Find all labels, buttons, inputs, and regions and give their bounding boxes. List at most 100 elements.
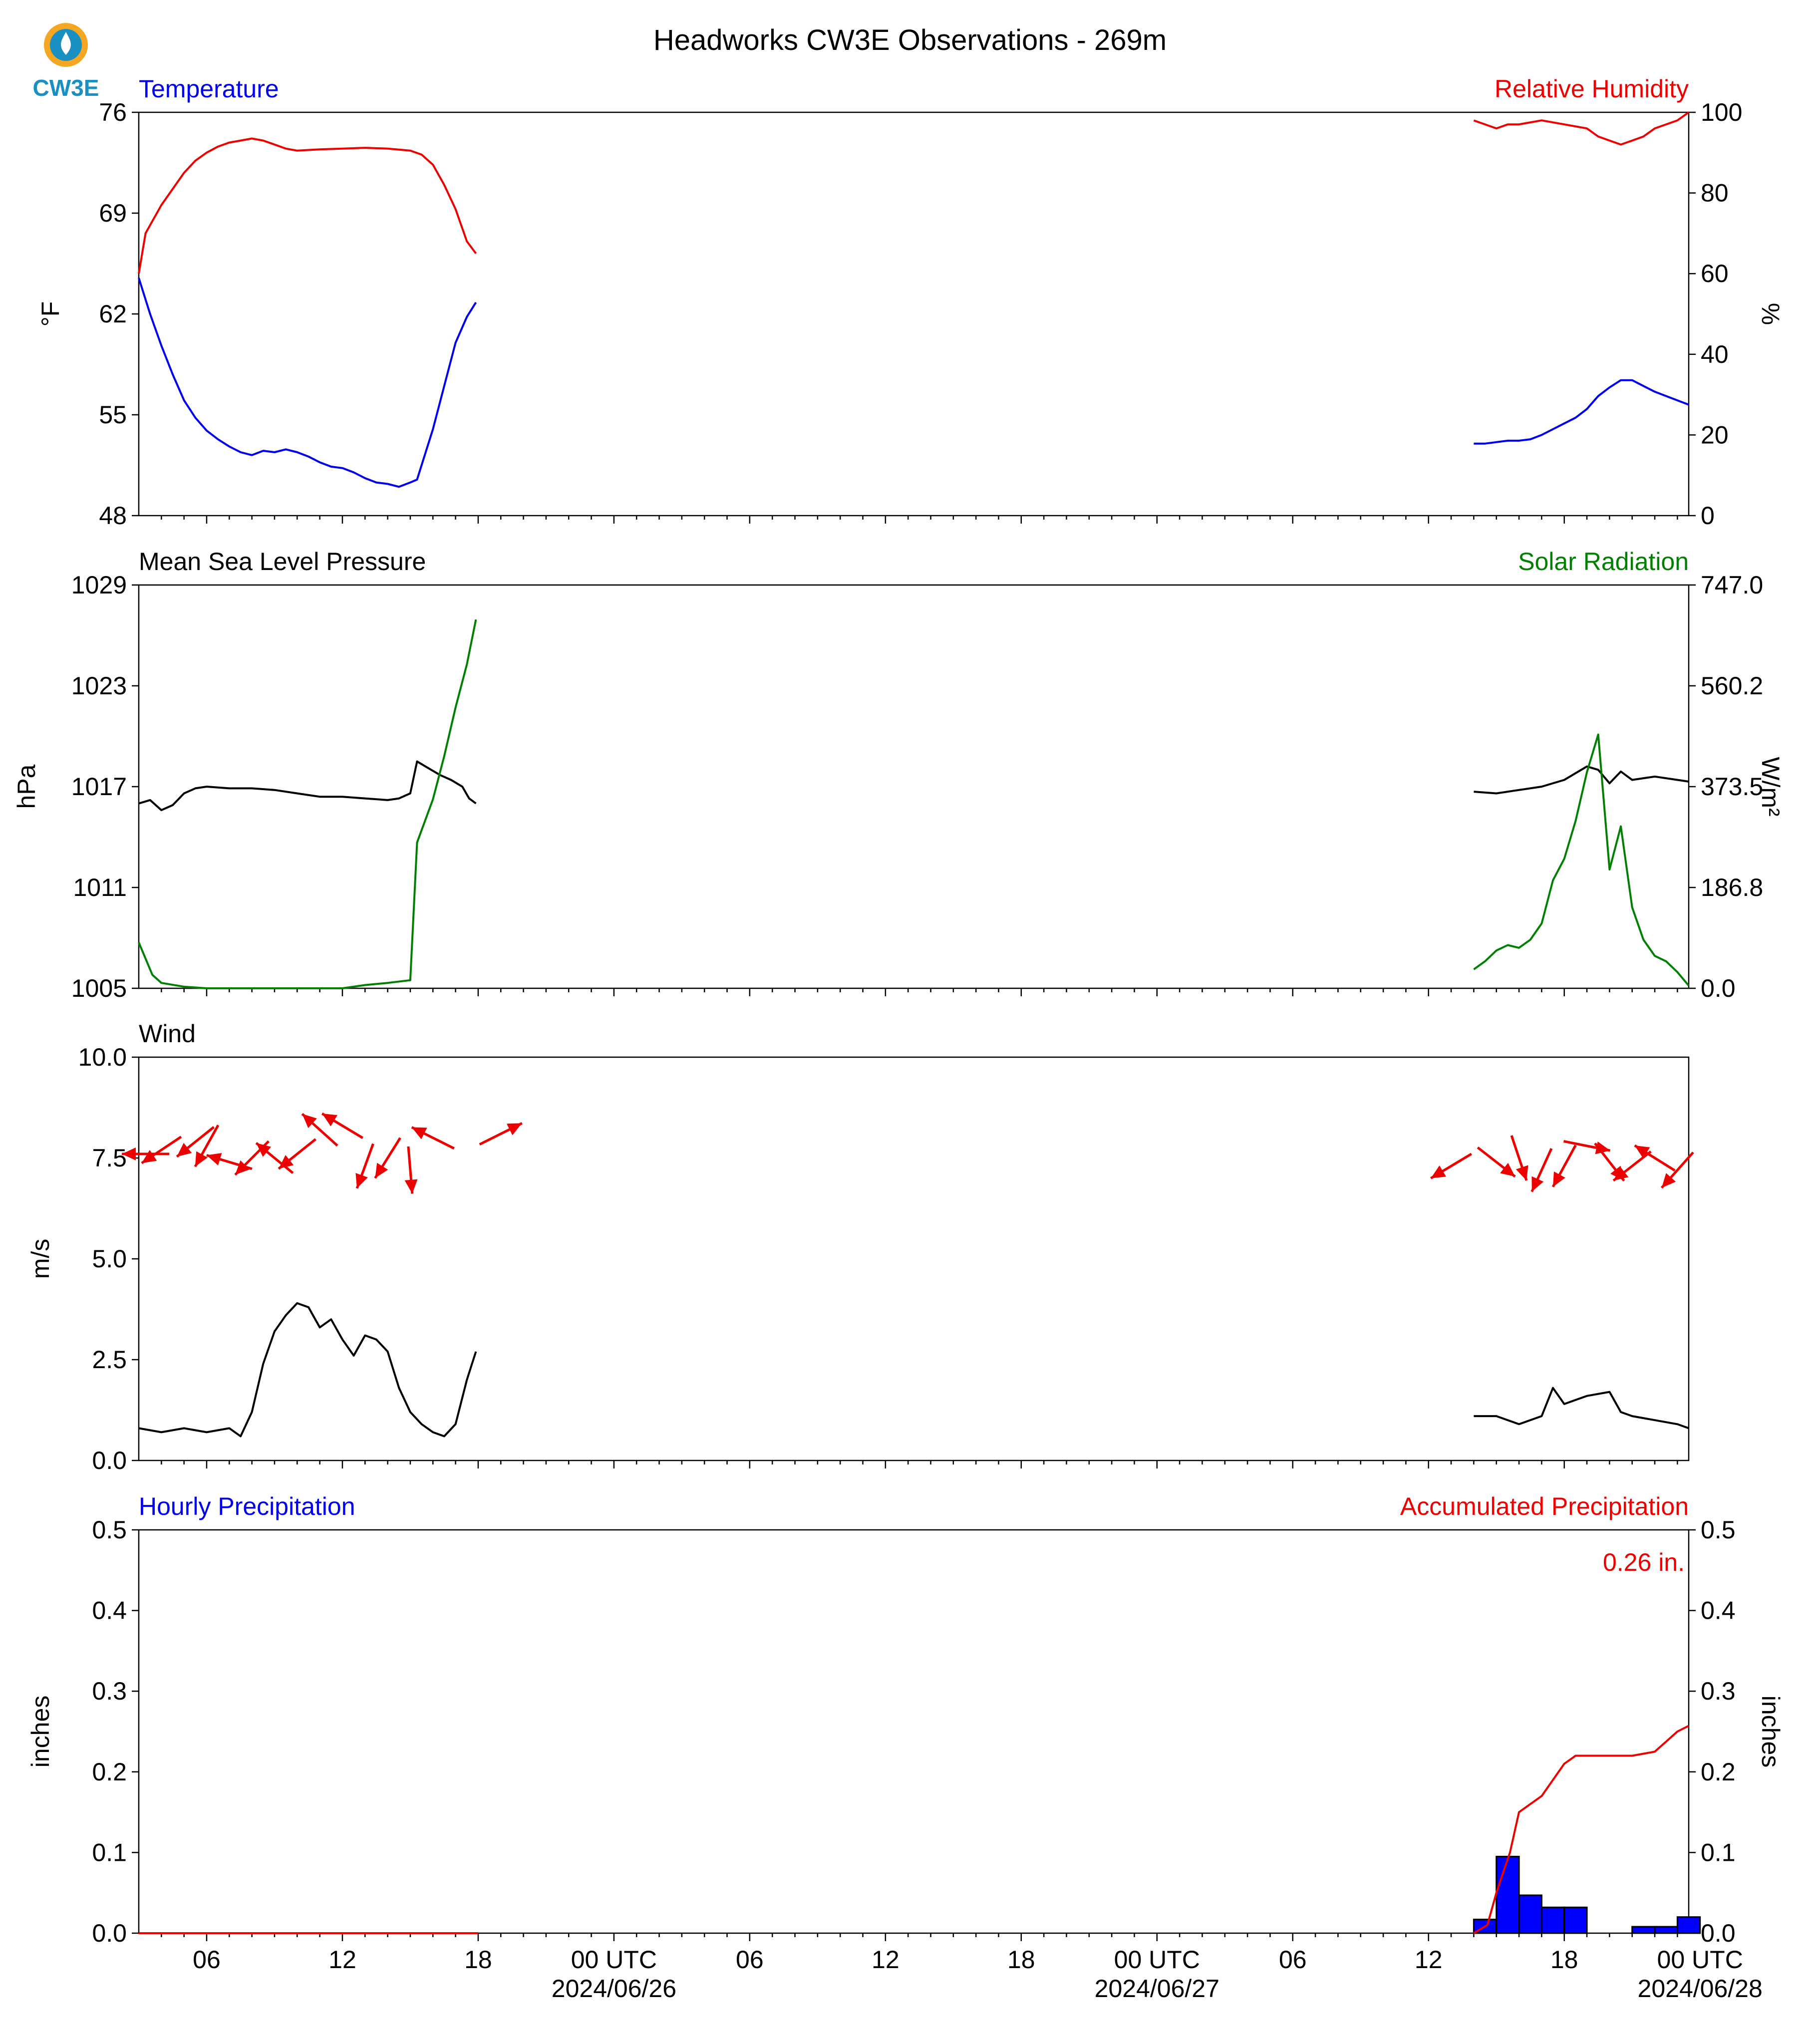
left-tick-label: 2.5 [92, 1346, 127, 1374]
wind-arrow [374, 1137, 401, 1179]
panels: 48 55 62 69 76 0 20 40 60 80 100 Temperature Relativ… [12, 75, 1785, 1947]
right-tick-label: 100 [1701, 98, 1742, 126]
right-tick-label: 60 [1701, 260, 1729, 288]
wind-arrow [194, 1125, 220, 1167]
wind-arrow-head [302, 1114, 317, 1129]
wind-arrow [141, 1136, 182, 1164]
wind-arrow-head [195, 1151, 208, 1167]
right-tick-label: 186.8 [1701, 873, 1763, 901]
time-tick-label: 00 UTC [1114, 1946, 1200, 1974]
left-tick-label: 48 [99, 502, 127, 530]
wind-arrow-head [235, 1160, 250, 1175]
series-line-relative-humidity [1473, 111, 1690, 146]
wind-arrow-head [1552, 1171, 1565, 1187]
right-tick-label: 560.2 [1701, 672, 1763, 700]
wind-arrow [1477, 1146, 1516, 1178]
right-axis-label: inches [1757, 1696, 1785, 1768]
left-axis-label: °F [36, 301, 64, 327]
wind-arrow [404, 1146, 418, 1194]
left-panel-title: Wind [139, 1020, 196, 1048]
panel-1: 1005 1011 1017 1023 1029 0.0 186.8 373.5 560.2 74… [12, 548, 1785, 1002]
left-tick-label: 0.1 [92, 1838, 127, 1866]
left-tick-label: 1005 [71, 974, 127, 1002]
left-tick-label: 1023 [71, 672, 127, 700]
wind-arrow [479, 1122, 523, 1146]
left-tick-label: 0.3 [92, 1677, 127, 1705]
right-panel-title: Relative Humidity [1495, 75, 1689, 103]
series-line-temperature [138, 278, 477, 488]
time-tick-label: 18 [1550, 1946, 1578, 1974]
series-line-solar-radiation [1473, 733, 1690, 986]
right-panel-title: Accumulated Precipitation [1400, 1492, 1689, 1520]
wind-arrow-head [279, 1155, 294, 1169]
series-line-solar-radiation [138, 619, 477, 989]
wind-arrow-head [1634, 1145, 1650, 1159]
time-tick-label: 12 [872, 1946, 900, 1974]
series-line-mean-sea-level-pressure [1474, 765, 1689, 795]
left-tick-label: 1029 [71, 571, 127, 599]
precip-bar [1540, 1906, 1565, 1934]
left-tick-label: 76 [99, 98, 127, 126]
accumulated-total-label: 0.26 in. [1603, 1548, 1685, 1576]
wind-arrow-head [375, 1162, 388, 1178]
series-line-wind [138, 1302, 477, 1438]
left-tick-label: 62 [99, 300, 127, 328]
cw3e-logo: CW3E [33, 23, 99, 101]
right-axis-label: % [1757, 303, 1785, 325]
time-tick-label: 06 [193, 1946, 221, 1974]
time-tick-label: 18 [464, 1946, 492, 1974]
wind-arrow [1530, 1148, 1553, 1192]
precip-bar [1654, 1926, 1678, 1934]
right-tick-label: 0.0 [1701, 974, 1736, 1002]
series-line-temperature [1474, 379, 1689, 445]
series-line-relative-humidity [138, 137, 477, 274]
wind-arrow [1430, 1153, 1473, 1179]
right-tick-label: 40 [1701, 340, 1729, 368]
series-line-wind [1474, 1387, 1689, 1430]
precip-bar [1676, 1916, 1701, 1934]
right-tick-label: 0.0 [1701, 1919, 1736, 1947]
left-tick-label: 69 [99, 199, 127, 227]
left-tick-label: 0.2 [92, 1758, 127, 1786]
right-tick-label: 0.2 [1701, 1758, 1736, 1786]
left-axis-label: m/s [26, 1239, 54, 1279]
wind-arrow [278, 1138, 316, 1170]
wind-arrow [176, 1126, 215, 1158]
right-axis-label: W/m² [1757, 757, 1785, 816]
date-label: 2024/06/26 [552, 1975, 676, 2003]
panel-2: 0.0 2.5 5.0 7.5 10.0 Wind m/s [26, 1020, 1694, 1474]
right-tick-label: 747.0 [1701, 571, 1763, 599]
left-tick-label: 55 [99, 401, 127, 429]
left-tick-label: 10.0 [78, 1043, 127, 1071]
right-tick-label: 20 [1701, 421, 1729, 449]
wind-arrow-head [411, 1127, 427, 1140]
left-tick-label: 0.5 [92, 1516, 127, 1544]
wind-arrow [122, 1147, 170, 1160]
time-tick-label: 12 [1415, 1946, 1443, 1974]
logo-drop-icon [61, 32, 71, 55]
right-tick-label: 0 [1701, 502, 1715, 530]
series-line-accumulated-precipitation [1473, 1725, 1689, 1934]
left-panel-title: Temperature [139, 75, 279, 103]
left-panel-title: Hourly Precipitation [139, 1492, 355, 1520]
date-label: 2024/06/28 [1638, 1975, 1763, 2003]
panel-3: 0.0 0.1 0.2 0.3 0.4 0.5 0.0 0.1 0.2 0.3 0.4 0.5 Hour… [26, 1492, 1785, 1947]
wind-arrow-head [122, 1147, 136, 1160]
wind-arrow [1660, 1152, 1694, 1189]
wind-arrow [1551, 1145, 1577, 1188]
series-line-mean-sea-level-pressure [138, 760, 477, 812]
date-label: 2024/06/27 [1095, 1975, 1219, 2003]
precip-bar [1563, 1906, 1588, 1934]
right-tick-label: 373.5 [1701, 773, 1763, 801]
wind-arrow-head [1613, 1166, 1629, 1181]
left-tick-label: 7.5 [92, 1144, 127, 1172]
time-tick-label: 12 [328, 1946, 356, 1974]
precip-bar [1518, 1894, 1542, 1934]
precip-bar [1496, 1855, 1520, 1934]
left-axis-label: hPa [12, 764, 40, 809]
time-tick-label: 18 [1007, 1946, 1035, 1974]
logo-text: CW3E [33, 75, 99, 101]
wind-arrow-head [1661, 1173, 1676, 1188]
